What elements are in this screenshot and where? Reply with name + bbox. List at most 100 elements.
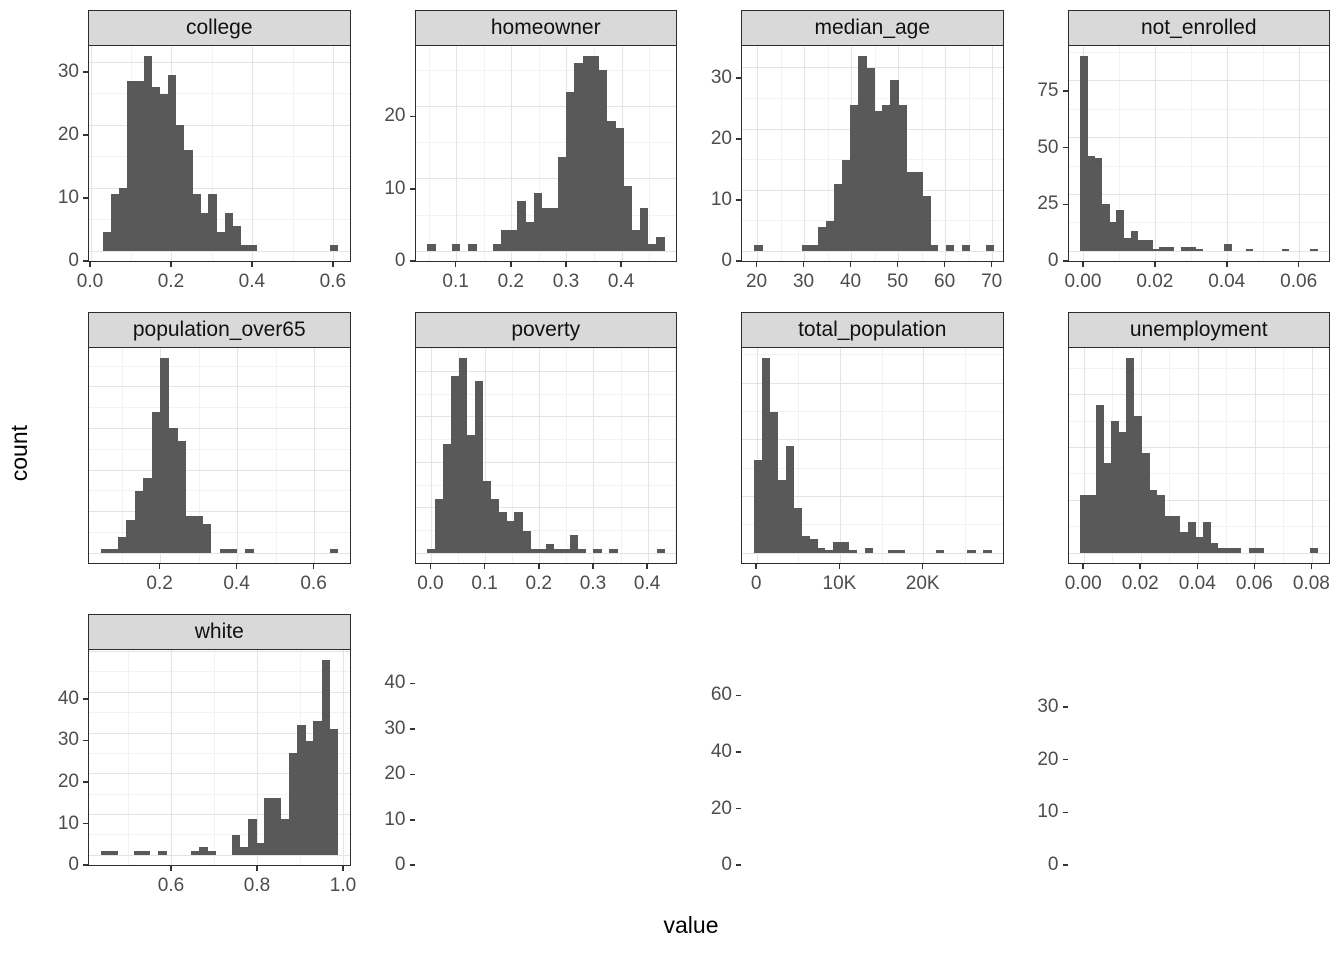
facet-population-over65: 0 10 20 30 40 population_over65 0.2 0.4 0.6 xyxy=(38,302,365,875)
x-axis-tick xyxy=(1082,564,1084,569)
facet-strip: homeowner xyxy=(414,10,677,46)
histogram-bar xyxy=(160,357,170,554)
histogram-bar xyxy=(1248,547,1257,554)
histogram-bar xyxy=(1145,239,1153,252)
histogram-bar xyxy=(826,220,835,252)
gridline-minor-horizontal xyxy=(1068,165,1329,167)
histogram-bar xyxy=(1233,547,1242,554)
y-axis-tick xyxy=(83,71,88,73)
y-axis: 0 10 20 30 xyxy=(38,10,88,302)
gridline-major-vertical xyxy=(647,348,649,563)
histogram-bar xyxy=(119,188,128,252)
histogram-bar xyxy=(864,547,873,554)
x-axis-tick xyxy=(921,564,924,569)
x-tick-label: 0.2 xyxy=(157,271,185,292)
histogram-bar xyxy=(103,232,112,252)
gridline-minor-vertical xyxy=(483,46,485,261)
y-tick-label: 0 xyxy=(721,854,732,876)
y-tick-label: 40 xyxy=(57,687,79,709)
x-axis: 0.00 0.02 0.04 0.06 0.08 xyxy=(1065,564,1331,604)
y-axis: 0 10 20 30 40 xyxy=(38,312,88,875)
y-tick-label: 10 xyxy=(57,812,79,834)
y-tick-label: 10 xyxy=(1037,801,1059,823)
x-tick-label: 0.4 xyxy=(633,573,661,594)
y-axis: 0 10 20 xyxy=(365,10,415,302)
histogram-bar xyxy=(280,818,290,856)
gridline-major-vertical xyxy=(1254,348,1256,563)
histogram-bar xyxy=(133,851,143,856)
gridline-minor-horizontal xyxy=(89,490,350,492)
y-axis: 01020304050 xyxy=(38,614,88,906)
plot-panel xyxy=(1067,348,1330,564)
histogram-bar xyxy=(117,536,127,554)
x-tick-label: 60 xyxy=(934,271,956,292)
histogram-bar xyxy=(930,245,939,252)
y-axis-tick xyxy=(83,864,88,866)
facet-strip: poverty xyxy=(414,312,677,348)
x-tick-label: 40 xyxy=(839,271,862,292)
x-axis-tick xyxy=(838,564,841,569)
gridline-minor-vertical xyxy=(921,46,923,261)
x-axis-tick xyxy=(89,262,91,267)
histogram-bar xyxy=(126,519,136,554)
x-axis-title-row: value xyxy=(38,906,1344,950)
histogram-bar xyxy=(329,728,339,856)
x-tick-label: 70 xyxy=(981,271,1003,292)
histogram-bar xyxy=(288,753,298,856)
x-axis-tick xyxy=(158,564,161,569)
gridline-minor-horizontal xyxy=(89,365,350,367)
x-tick-label: 50 xyxy=(887,271,909,292)
gridline-minor-vertical xyxy=(674,348,676,563)
histogram-bar xyxy=(569,535,579,554)
histogram-bar xyxy=(177,440,186,554)
facet-median-age: 0 10 20 30 median_age 20 30 40 50 60 70 xyxy=(691,0,1018,302)
x-axis-tick xyxy=(592,564,594,569)
histogram-bar xyxy=(435,498,444,554)
histogram-bar xyxy=(1080,495,1089,554)
plot-panel xyxy=(88,46,351,262)
x-axis-tick xyxy=(454,262,457,267)
facet-unemployment: 0 10 20 30 unemployment 0.00 0.02 0.04 0.06 0.0… xyxy=(1018,302,1344,875)
gridline-major-horizontal xyxy=(89,469,350,471)
gridline-major-horizontal xyxy=(415,416,676,418)
histogram-bar xyxy=(264,798,273,856)
y-axis-tick xyxy=(1062,811,1068,814)
gridline-major-horizontal xyxy=(415,250,676,252)
histogram-bar xyxy=(219,549,229,554)
gridline-minor-horizontal xyxy=(742,411,1003,413)
histogram-bar xyxy=(176,125,185,252)
histogram-bar xyxy=(208,194,217,252)
histogram-bar xyxy=(530,548,539,554)
x-axis-tick xyxy=(256,866,258,871)
x-axis-tick xyxy=(1139,564,1141,569)
histogram-bar xyxy=(882,104,891,252)
gridline-major-vertical xyxy=(757,46,759,261)
gridline-minor-vertical xyxy=(1263,46,1265,261)
x-axis-tick xyxy=(312,564,315,569)
histogram-bar xyxy=(834,184,843,252)
histogram-bar xyxy=(1164,516,1173,554)
gridline-major-horizontal xyxy=(1068,447,1329,449)
gridline-minor-vertical xyxy=(275,348,277,563)
histogram-bar xyxy=(850,104,859,252)
histogram-bar xyxy=(1210,542,1219,554)
x-tick-label: 0.04 xyxy=(1208,271,1246,292)
gridline-major-horizontal xyxy=(89,61,350,63)
y-axis-tick xyxy=(736,864,741,866)
histogram-bar xyxy=(239,847,249,856)
y-axis-tick xyxy=(1062,90,1068,92)
gridline-major-vertical xyxy=(1299,46,1301,261)
x-tick-label: 10K xyxy=(822,573,857,594)
gridline-minor-vertical xyxy=(968,46,970,261)
gridline-major-vertical xyxy=(90,46,92,261)
y-tick-label: 25 xyxy=(1037,193,1059,215)
facet-strip: unemployment xyxy=(1067,312,1330,348)
histogram-bar xyxy=(1141,452,1150,554)
gridline-major-vertical xyxy=(430,348,432,563)
gridline-minor-vertical xyxy=(121,348,123,563)
x-axis: 0 10K 20K xyxy=(741,564,1004,604)
gridline-major-horizontal xyxy=(1068,250,1329,252)
histogram-bar xyxy=(199,847,208,856)
y-axis: 0 10 20 30 40 xyxy=(365,312,415,875)
gridline-major-vertical xyxy=(257,650,259,865)
